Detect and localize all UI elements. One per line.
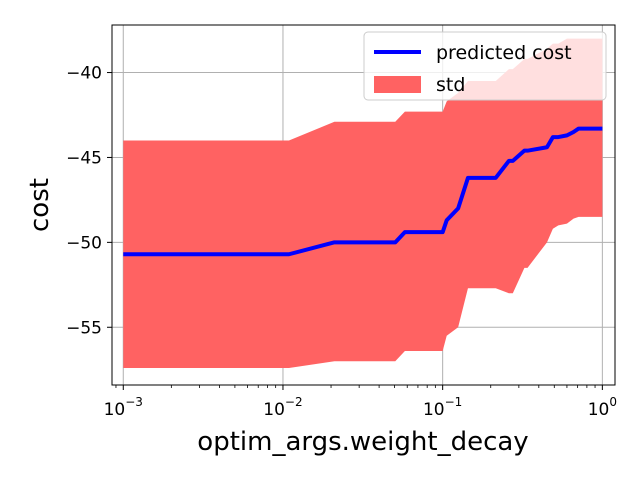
y-tick-label: −45: [66, 148, 102, 168]
y-axis-label: cost: [25, 178, 55, 232]
x-tick-label: 10−3: [104, 395, 143, 420]
legend-label-predicted-cost: predicted cost: [436, 42, 572, 64]
y-tick-label: −55: [66, 318, 102, 338]
x-tick-label: 10−1: [423, 395, 462, 420]
x-tick-label-exponent: −2: [285, 395, 303, 409]
x-tick-label: 100: [588, 395, 617, 420]
x-tick-label-base: 10: [104, 400, 126, 420]
legend: predicted cost std: [363, 31, 607, 101]
x-tick-label: 10−2: [263, 395, 302, 420]
legend-label-std: std: [436, 74, 465, 96]
y-axis-ticks: −40 −45 −50 −55: [66, 64, 112, 338]
x-tick-label-exponent: −1: [445, 395, 463, 409]
plot-frame: [111, 24, 616, 386]
x-tick-label-base: 10: [423, 400, 445, 420]
legend-box: [363, 31, 607, 101]
x-axis-ticks: 10−3 10−2 10−1 100: [104, 385, 617, 420]
x-tick-label-base: 10: [588, 400, 610, 420]
predicted-cost-line: [123, 126, 603, 257]
y-tick-label: −50: [66, 233, 102, 253]
std-band-layer: [123, 38, 603, 369]
legend-swatch-std: [374, 76, 421, 93]
x-axis-label: optim_args.weight_decay: [197, 427, 528, 457]
y-tick-label: −40: [66, 64, 102, 84]
series-line-layer: [123, 126, 603, 257]
x-tick-label-base: 10: [263, 400, 285, 420]
x-tick-label-exponent: 0: [609, 395, 617, 409]
x-tick-label-exponent: −3: [125, 395, 143, 409]
std-band: [123, 38, 603, 369]
